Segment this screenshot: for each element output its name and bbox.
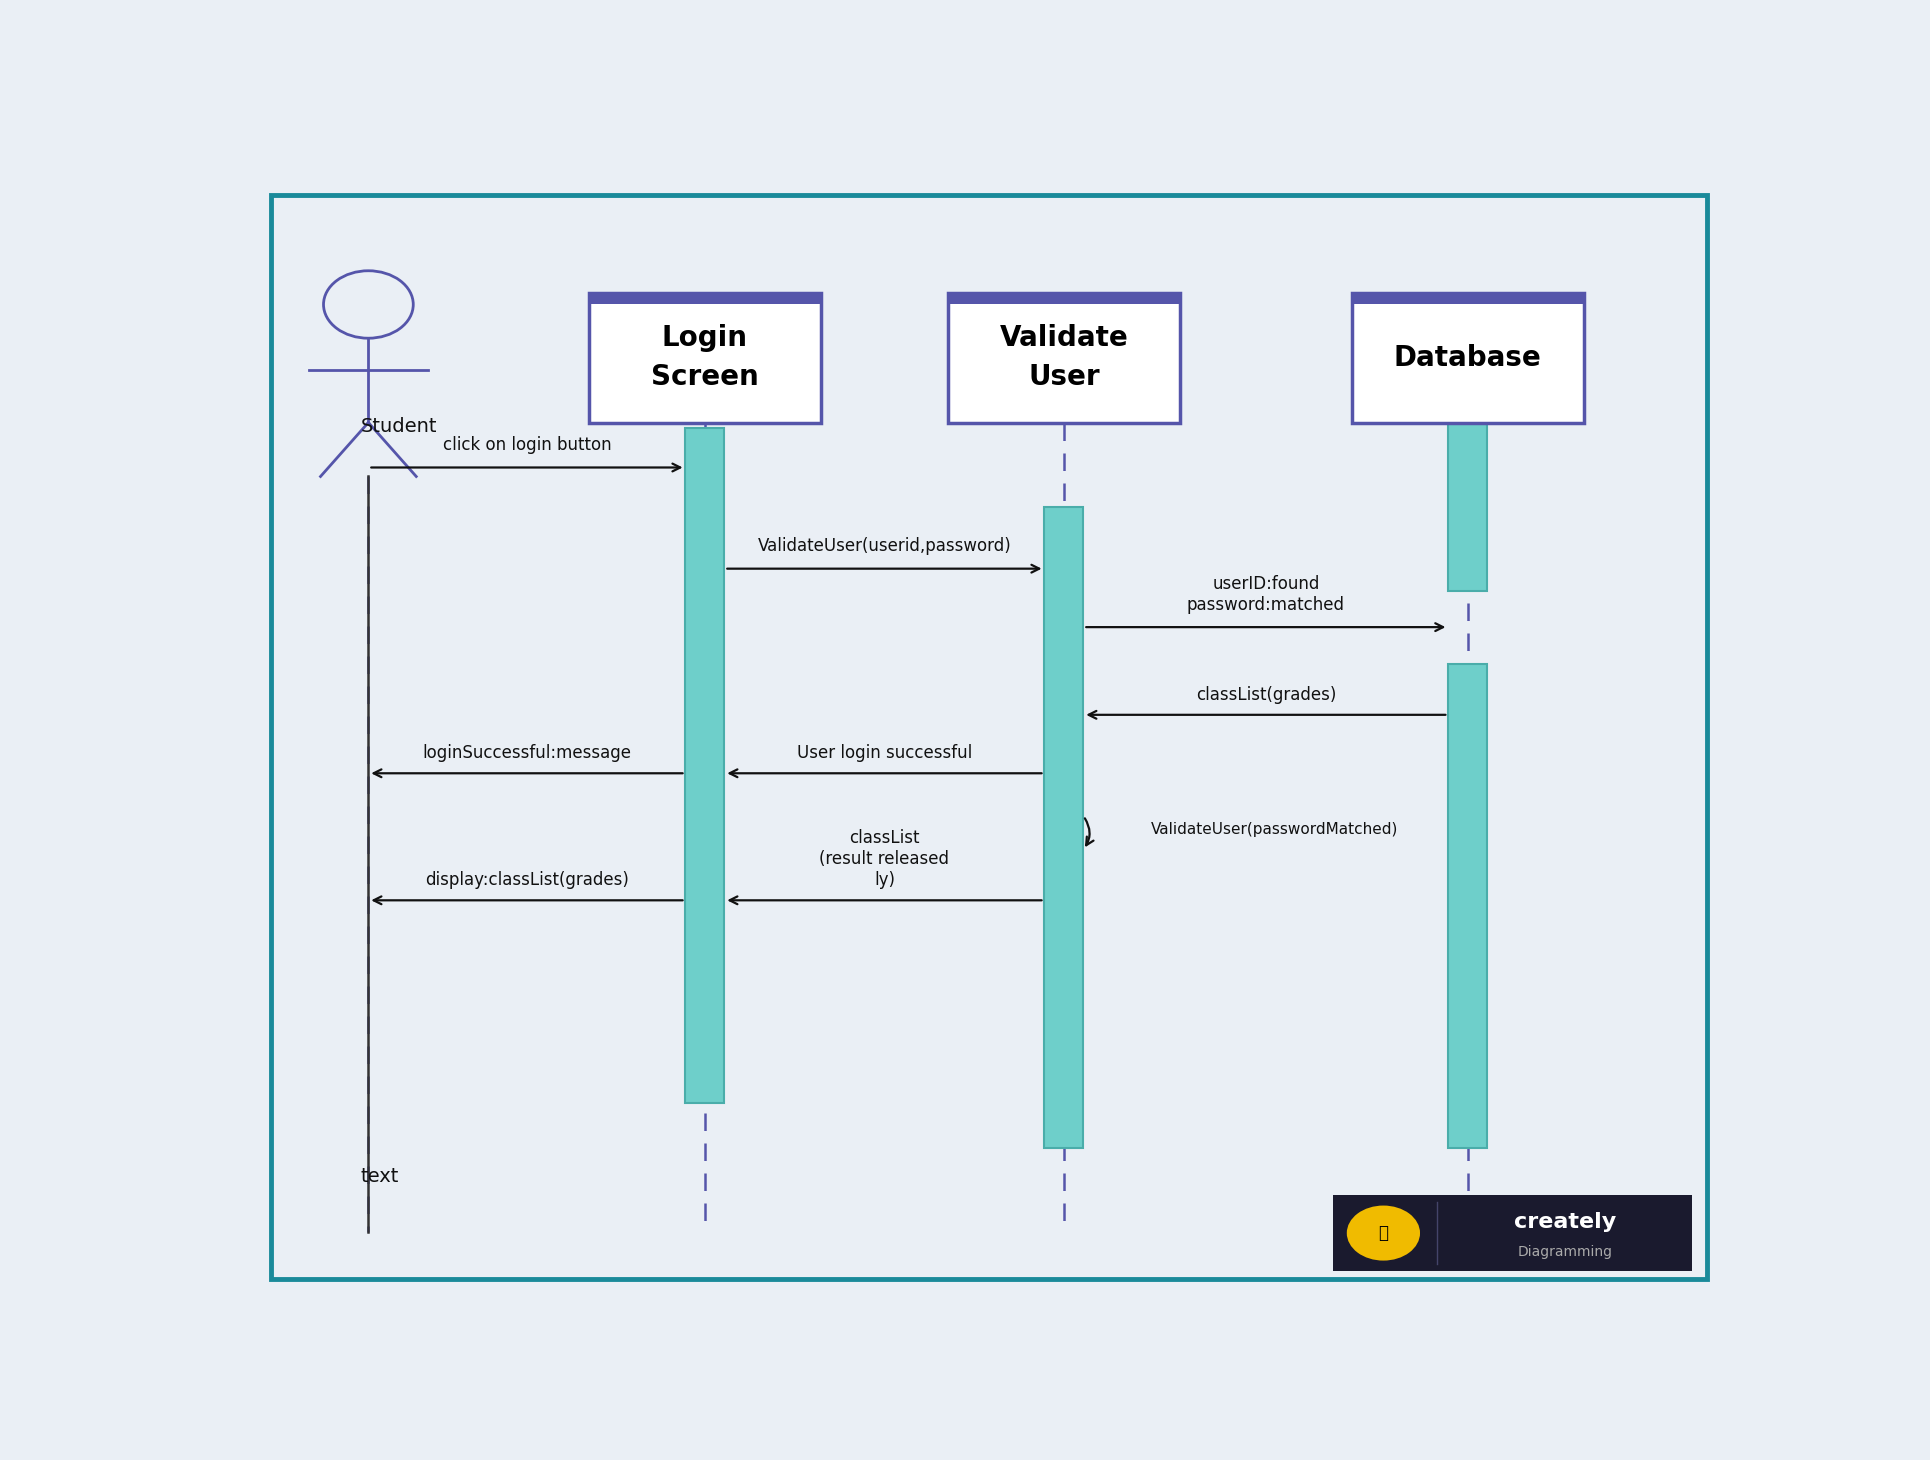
Bar — [948, 293, 1179, 422]
Text: loginSuccessful:message: loginSuccessful:message — [423, 745, 631, 762]
Text: classList
(result released
ly): classList (result released ly) — [820, 829, 950, 889]
Bar — [1351, 293, 1585, 305]
Text: creately: creately — [1513, 1212, 1615, 1232]
Text: Login
Screen: Login Screen — [650, 324, 758, 391]
Bar — [589, 293, 820, 422]
Text: User login successful: User login successful — [797, 745, 973, 762]
Text: ValidateUser(userid,password): ValidateUser(userid,password) — [758, 537, 1011, 555]
Text: Database: Database — [1393, 345, 1542, 372]
Text: userID:found
password:matched: userID:found password:matched — [1187, 575, 1345, 613]
Text: click on login button: click on login button — [442, 437, 612, 454]
Bar — [589, 293, 820, 305]
Text: classList(grades): classList(grades) — [1197, 686, 1336, 704]
Text: text: text — [361, 1167, 400, 1186]
Bar — [1351, 293, 1585, 422]
Text: Validate
User: Validate User — [1000, 324, 1129, 391]
Text: Student: Student — [361, 418, 438, 437]
Bar — [1334, 1194, 1693, 1272]
Bar — [1044, 507, 1083, 1148]
Text: 💡: 💡 — [1378, 1223, 1388, 1242]
Bar — [1448, 664, 1488, 1148]
Text: ValidateUser(passwordMatched): ValidateUser(passwordMatched) — [1150, 822, 1397, 837]
Bar — [948, 293, 1179, 305]
Bar — [685, 428, 724, 1102]
Circle shape — [1347, 1206, 1420, 1260]
Bar — [1448, 412, 1488, 591]
Text: Diagramming: Diagramming — [1517, 1245, 1612, 1259]
Text: display:classList(grades): display:classList(grades) — [425, 872, 629, 889]
